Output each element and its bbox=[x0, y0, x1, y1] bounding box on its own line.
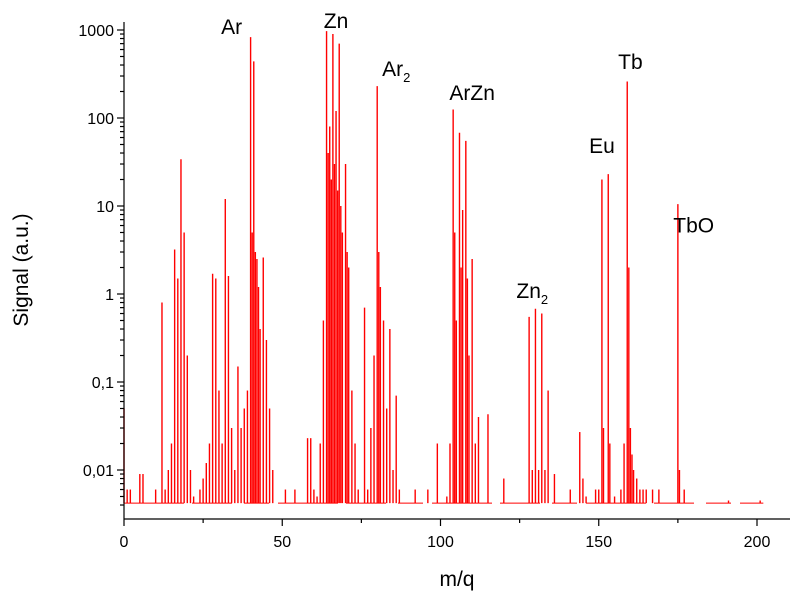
peak-annotation: TbO bbox=[673, 214, 714, 237]
y-axis-title: Signal (a.u.) bbox=[10, 213, 33, 326]
peak-annotation: Ar2 bbox=[382, 58, 410, 85]
x-tick-label: 50 bbox=[273, 534, 291, 551]
peak-annotation: Tb bbox=[618, 51, 643, 74]
peak-annotation: Zn2 bbox=[516, 280, 548, 307]
y-tick-label: 1 bbox=[105, 287, 114, 304]
y-tick-label: 0,01 bbox=[83, 463, 114, 480]
x-tick-label: 0 bbox=[120, 534, 129, 551]
peak-annotation: ArZn bbox=[449, 82, 495, 105]
y-tick-label: 0,1 bbox=[92, 375, 114, 392]
x-axis-ticks: 0 50 100 150 200 bbox=[120, 519, 771, 551]
y-tick-label: 1000 bbox=[78, 23, 114, 40]
x-tick-label: 100 bbox=[427, 534, 454, 551]
x-tick-label: 150 bbox=[585, 534, 612, 551]
peak-annotation: Ar bbox=[221, 16, 242, 39]
plot-area bbox=[123, 31, 764, 504]
y-tick-label: 10 bbox=[96, 199, 114, 216]
x-tick-label: 200 bbox=[744, 534, 771, 551]
y-axis-ticks: 0,01 0,1 1 10 100 1000 bbox=[78, 23, 124, 506]
x-axis-title: m/q bbox=[439, 568, 474, 591]
peak-annotation: Zn bbox=[324, 10, 349, 33]
peak-annotation: Eu bbox=[589, 135, 615, 158]
y-tick-label: 100 bbox=[87, 111, 114, 128]
